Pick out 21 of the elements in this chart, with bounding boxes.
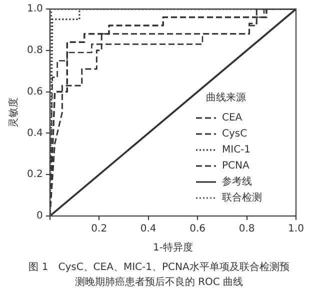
x-tick-label: 1.0 bbox=[288, 224, 304, 235]
legend-title: 曲线来源 bbox=[206, 92, 246, 104]
y-tick-label: 1.0 bbox=[26, 4, 43, 15]
legend-label: PCNA bbox=[222, 160, 250, 172]
legend-label: CEA bbox=[222, 112, 242, 124]
legend-label: 联合检测 bbox=[222, 192, 262, 204]
y-tick-label: 0.2 bbox=[26, 169, 43, 180]
legend-label: CysC bbox=[222, 128, 248, 140]
x-tick-label: 0.2 bbox=[91, 224, 108, 235]
caption: 图 1 CysC、CEA、MIC-1、PCNA水平单项及联合检测预测晚期肺癌患者预后不良的 ROC 曲线 bbox=[28, 260, 290, 290]
x-tick-label: 0.8 bbox=[238, 224, 255, 235]
y-tick-label: 0.6 bbox=[26, 86, 43, 98]
x-tick-label: 0.6 bbox=[190, 224, 206, 235]
x-axis-title: 1-特异度 bbox=[152, 242, 193, 254]
y-axis-title: 灵敏度 bbox=[8, 98, 20, 128]
y-tick-label: 0.8 bbox=[26, 44, 43, 56]
legend-label: MIC-1 bbox=[222, 144, 251, 156]
x-tick-label: 0.4 bbox=[140, 224, 156, 235]
legend-label: 参考线 bbox=[222, 176, 252, 188]
y-tick-label: 0 bbox=[36, 210, 43, 222]
y-tick-label: 0.4 bbox=[26, 128, 43, 139]
